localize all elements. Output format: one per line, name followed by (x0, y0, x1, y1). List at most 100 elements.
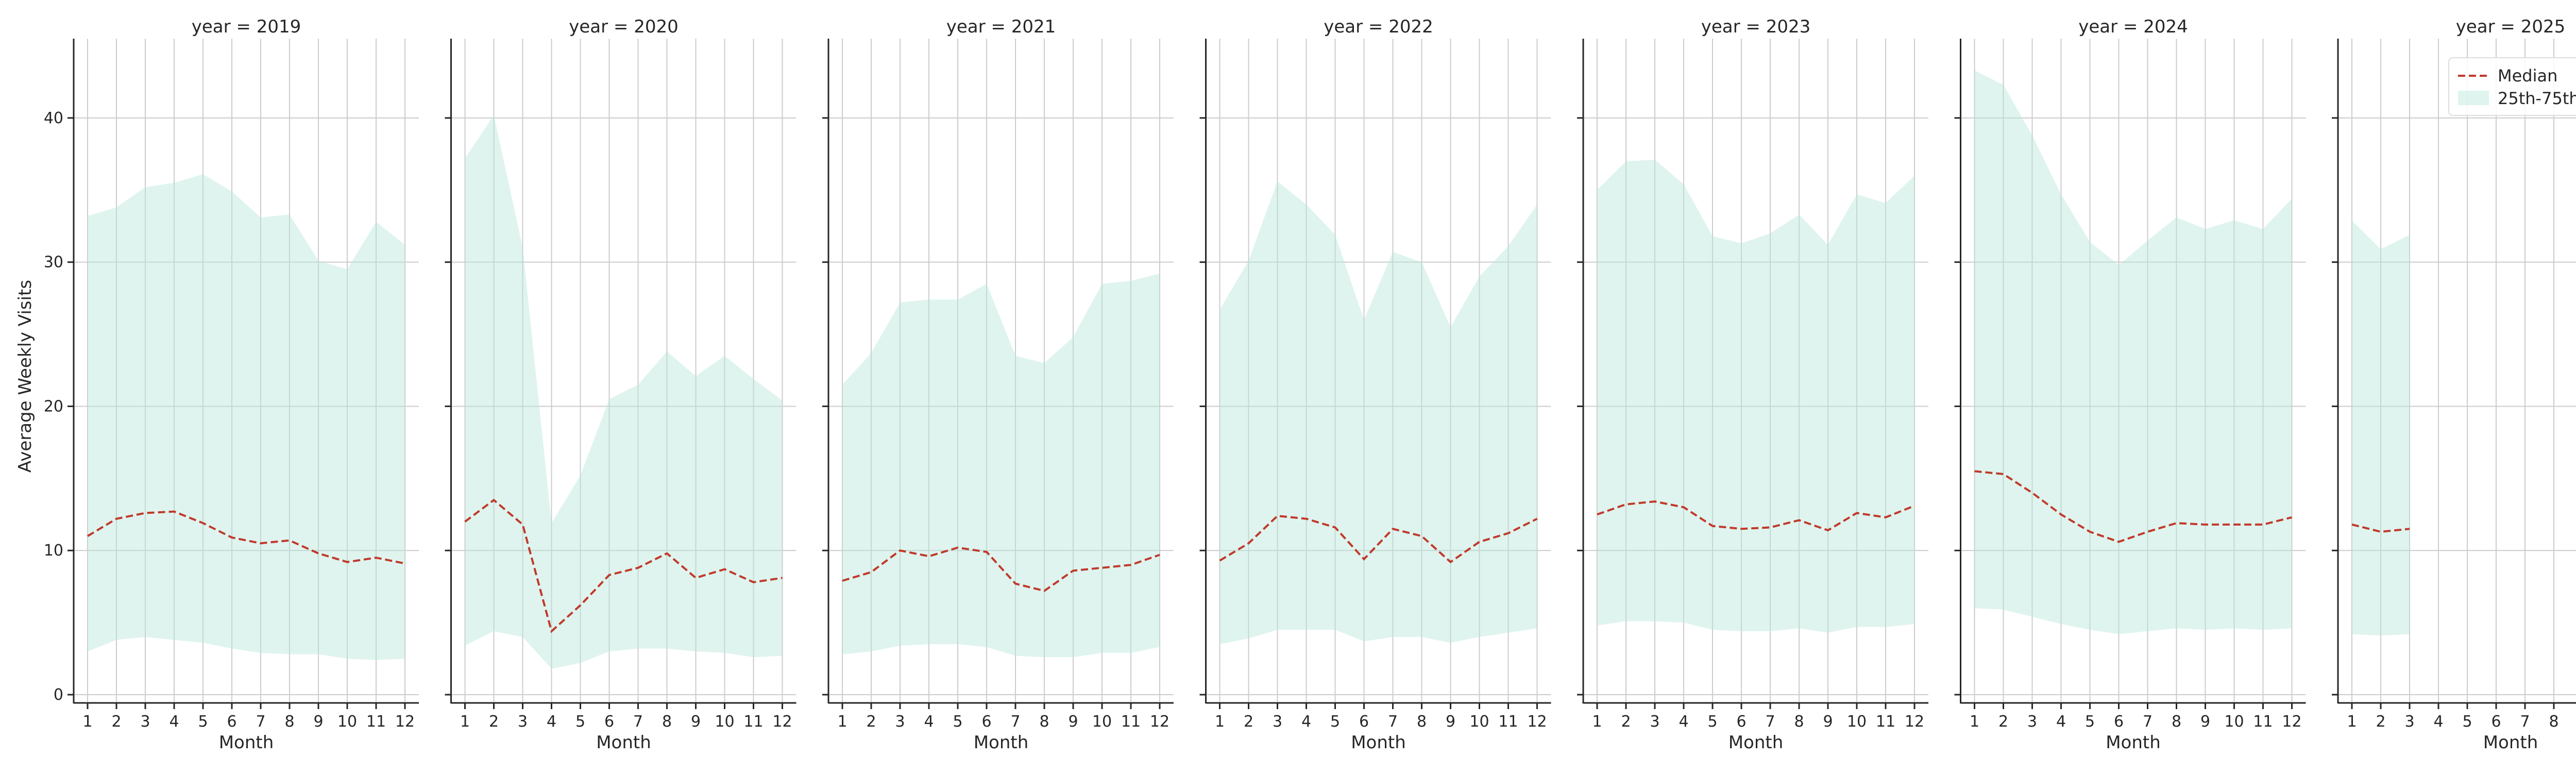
x-tick-label: 7 (256, 713, 265, 731)
panel-title: year = 2024 (2078, 16, 2188, 37)
x-tick-label: 6 (2114, 713, 2124, 731)
x-tick-label: 7 (1388, 713, 1398, 731)
x-tick-label: 12 (1905, 713, 1924, 731)
x-tick-label: 8 (2172, 713, 2181, 731)
x-tick-label: 1 (2347, 713, 2357, 731)
x-tick-label: 5 (953, 713, 962, 731)
x-tick-label: 7 (2520, 713, 2530, 731)
x-tick-label: 6 (1736, 713, 1746, 731)
panel-title: year = 2025 (2456, 16, 2565, 37)
x-tick-label: 8 (1417, 713, 1427, 731)
x-tick-label: 10 (1847, 713, 1867, 731)
x-axis-label: Month (974, 732, 1029, 753)
panel-title: year = 2019 (192, 16, 301, 37)
median-line (1974, 470, 2292, 543)
x-tick-label: 7 (1765, 713, 1775, 731)
x-tick-label: 2 (866, 713, 876, 731)
x-axis-label: Month (596, 732, 651, 753)
y-axis-label: Average Weekly Visits (15, 280, 36, 473)
median-line (464, 498, 783, 633)
x-tick-label: 9 (1446, 713, 1455, 731)
x-tick-label: 4 (2433, 713, 2443, 731)
x-tick-label: 4 (547, 713, 556, 731)
x-tick-label: 10 (1469, 713, 1489, 731)
x-tick-label: 10 (2224, 713, 2244, 731)
x-tick-label: 12 (2282, 713, 2301, 731)
x-tick-label: 3 (1273, 713, 1282, 731)
legend-band-swatch (2458, 91, 2489, 105)
x-tick-label: 10 (1092, 713, 1112, 731)
x-tick-label: 6 (2491, 713, 2501, 731)
x-tick-label: 6 (604, 713, 614, 731)
x-tick-label: 1 (1970, 713, 1979, 731)
panel-title: year = 2021 (946, 16, 1056, 37)
x-tick-label: 2 (1998, 713, 2008, 731)
x-tick-label: 9 (2200, 713, 2210, 731)
x-axis-label: Month (1728, 732, 1784, 753)
x-tick-label: 2 (489, 713, 499, 731)
x-tick-label: 1 (837, 713, 847, 731)
x-tick-label: 9 (691, 713, 701, 731)
x-tick-label: 5 (575, 713, 585, 731)
percentile-band (1597, 160, 1914, 633)
x-tick-label: 8 (2549, 713, 2558, 731)
legend-box (2448, 57, 2576, 116)
x-tick-label: 3 (2027, 713, 2037, 731)
percentile-band (88, 174, 405, 660)
percentile-band (465, 115, 783, 669)
x-tick-label: 1 (460, 713, 470, 731)
x-axis-label: Month (1351, 732, 1406, 753)
x-tick-label: 11 (743, 713, 763, 731)
x-tick-label: 8 (1039, 713, 1049, 731)
x-tick-label: 8 (284, 713, 294, 731)
x-tick-label: 5 (2462, 713, 2472, 731)
panel-title: year = 2022 (1324, 16, 1433, 37)
x-tick-label: 2 (111, 713, 121, 731)
y-tick-label: 10 (44, 542, 63, 560)
x-axis-label: Month (2483, 732, 2538, 753)
x-tick-label: 3 (2404, 713, 2414, 731)
x-tick-label: 10 (715, 713, 734, 731)
x-tick-label: 11 (1876, 713, 1895, 731)
y-tick-label: 40 (44, 109, 63, 127)
x-tick-label: 6 (981, 713, 991, 731)
x-tick-label: 11 (1498, 713, 1518, 731)
x-tick-label: 11 (2253, 713, 2273, 731)
x-tick-label: 1 (82, 713, 92, 731)
x-tick-label: 10 (337, 713, 357, 731)
x-tick-label: 2 (2376, 713, 2385, 731)
x-axis-label: Month (219, 732, 274, 753)
x-tick-label: 11 (366, 713, 386, 731)
x-tick-label: 8 (1794, 713, 1804, 731)
x-tick-label: 1 (1592, 713, 1602, 731)
x-tick-label: 3 (895, 713, 905, 731)
x-tick-label: 4 (1679, 713, 1688, 731)
x-tick-label: 4 (2056, 713, 2066, 731)
x-tick-label: 9 (1068, 713, 1078, 731)
x-tick-label: 7 (2143, 713, 2153, 731)
x-tick-label: 8 (662, 713, 672, 731)
y-tick-label: 30 (44, 254, 63, 272)
x-tick-label: 3 (1650, 713, 1659, 731)
x-tick-label: 3 (140, 713, 150, 731)
x-tick-label: 5 (1707, 713, 1717, 731)
median-line (842, 546, 1160, 592)
x-tick-label: 4 (169, 713, 179, 731)
x-tick-label: 1 (1215, 713, 1225, 731)
x-tick-label: 2 (1621, 713, 1631, 731)
x-tick-label: 11 (1121, 713, 1141, 731)
percentile-band (2352, 220, 2410, 636)
legend-band-label: 25th-75th Percentile (2498, 89, 2576, 108)
x-tick-label: 2 (1244, 713, 1253, 731)
x-tick-label: 6 (227, 713, 236, 731)
median-line (2351, 523, 2410, 533)
